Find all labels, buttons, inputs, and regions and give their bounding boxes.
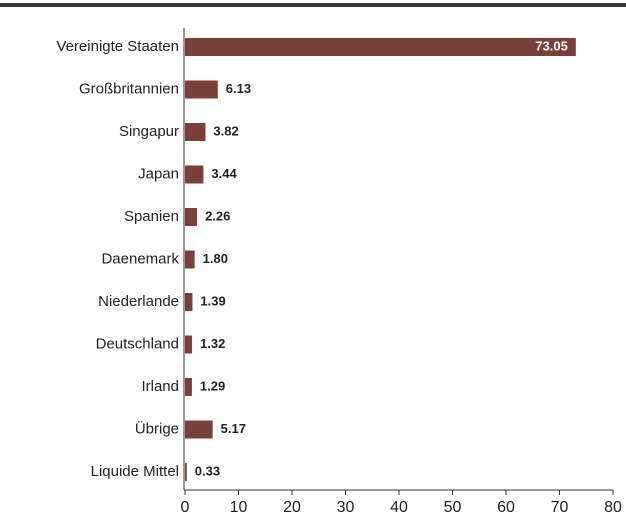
bar [185,80,218,99]
y-tick-label: Singapur [119,123,179,140]
x-tick-label: 10 [230,499,248,516]
y-tick-label: Daenemark [101,250,179,267]
value-label: 0.33 [195,463,220,478]
value-label: 3.82 [213,123,238,138]
y-tick-label: Niederlande [98,293,179,310]
bar [185,38,576,56]
x-tick-label: 0 [181,499,190,516]
y-tick-label: Deutschland [96,335,179,352]
bar [185,250,195,269]
y-tick-label: Spanien [124,208,179,225]
bar [185,165,204,184]
value-label: 3.44 [211,166,237,181]
x-tick-label: 60 [497,499,515,516]
x-tick-label: 80 [604,499,622,516]
y-tick-label: Übrige [135,419,179,437]
value-label: 1.80 [203,251,228,266]
y-tick-label: Liquide Mittel [91,463,179,480]
bar [185,335,193,354]
value-label: 1.29 [200,378,225,393]
x-tick-label: 70 [551,499,569,516]
bar [185,293,193,311]
y-tick-label: Japan [138,165,179,182]
x-tick-label: 40 [390,499,408,516]
y-tick-label: Irland [141,378,179,395]
top-rule [0,3,626,7]
value-label: 73.05 [535,38,568,53]
y-tick-label: Großbritannien [79,80,179,97]
value-label: 6.13 [226,81,251,96]
bar [185,420,213,439]
bar [185,463,187,481]
value-label: 1.39 [200,293,225,308]
bar [185,378,192,396]
x-tick-label: 20 [283,499,301,516]
bar [185,123,206,141]
value-label: 2.26 [205,208,230,223]
x-tick-label: 30 [337,499,355,516]
y-tick-label: Vereinigte Staaten [56,38,179,55]
value-label: 1.32 [200,336,225,351]
x-tick-label: 50 [444,499,462,516]
value-label: 5.17 [221,421,246,436]
bar [185,208,198,226]
